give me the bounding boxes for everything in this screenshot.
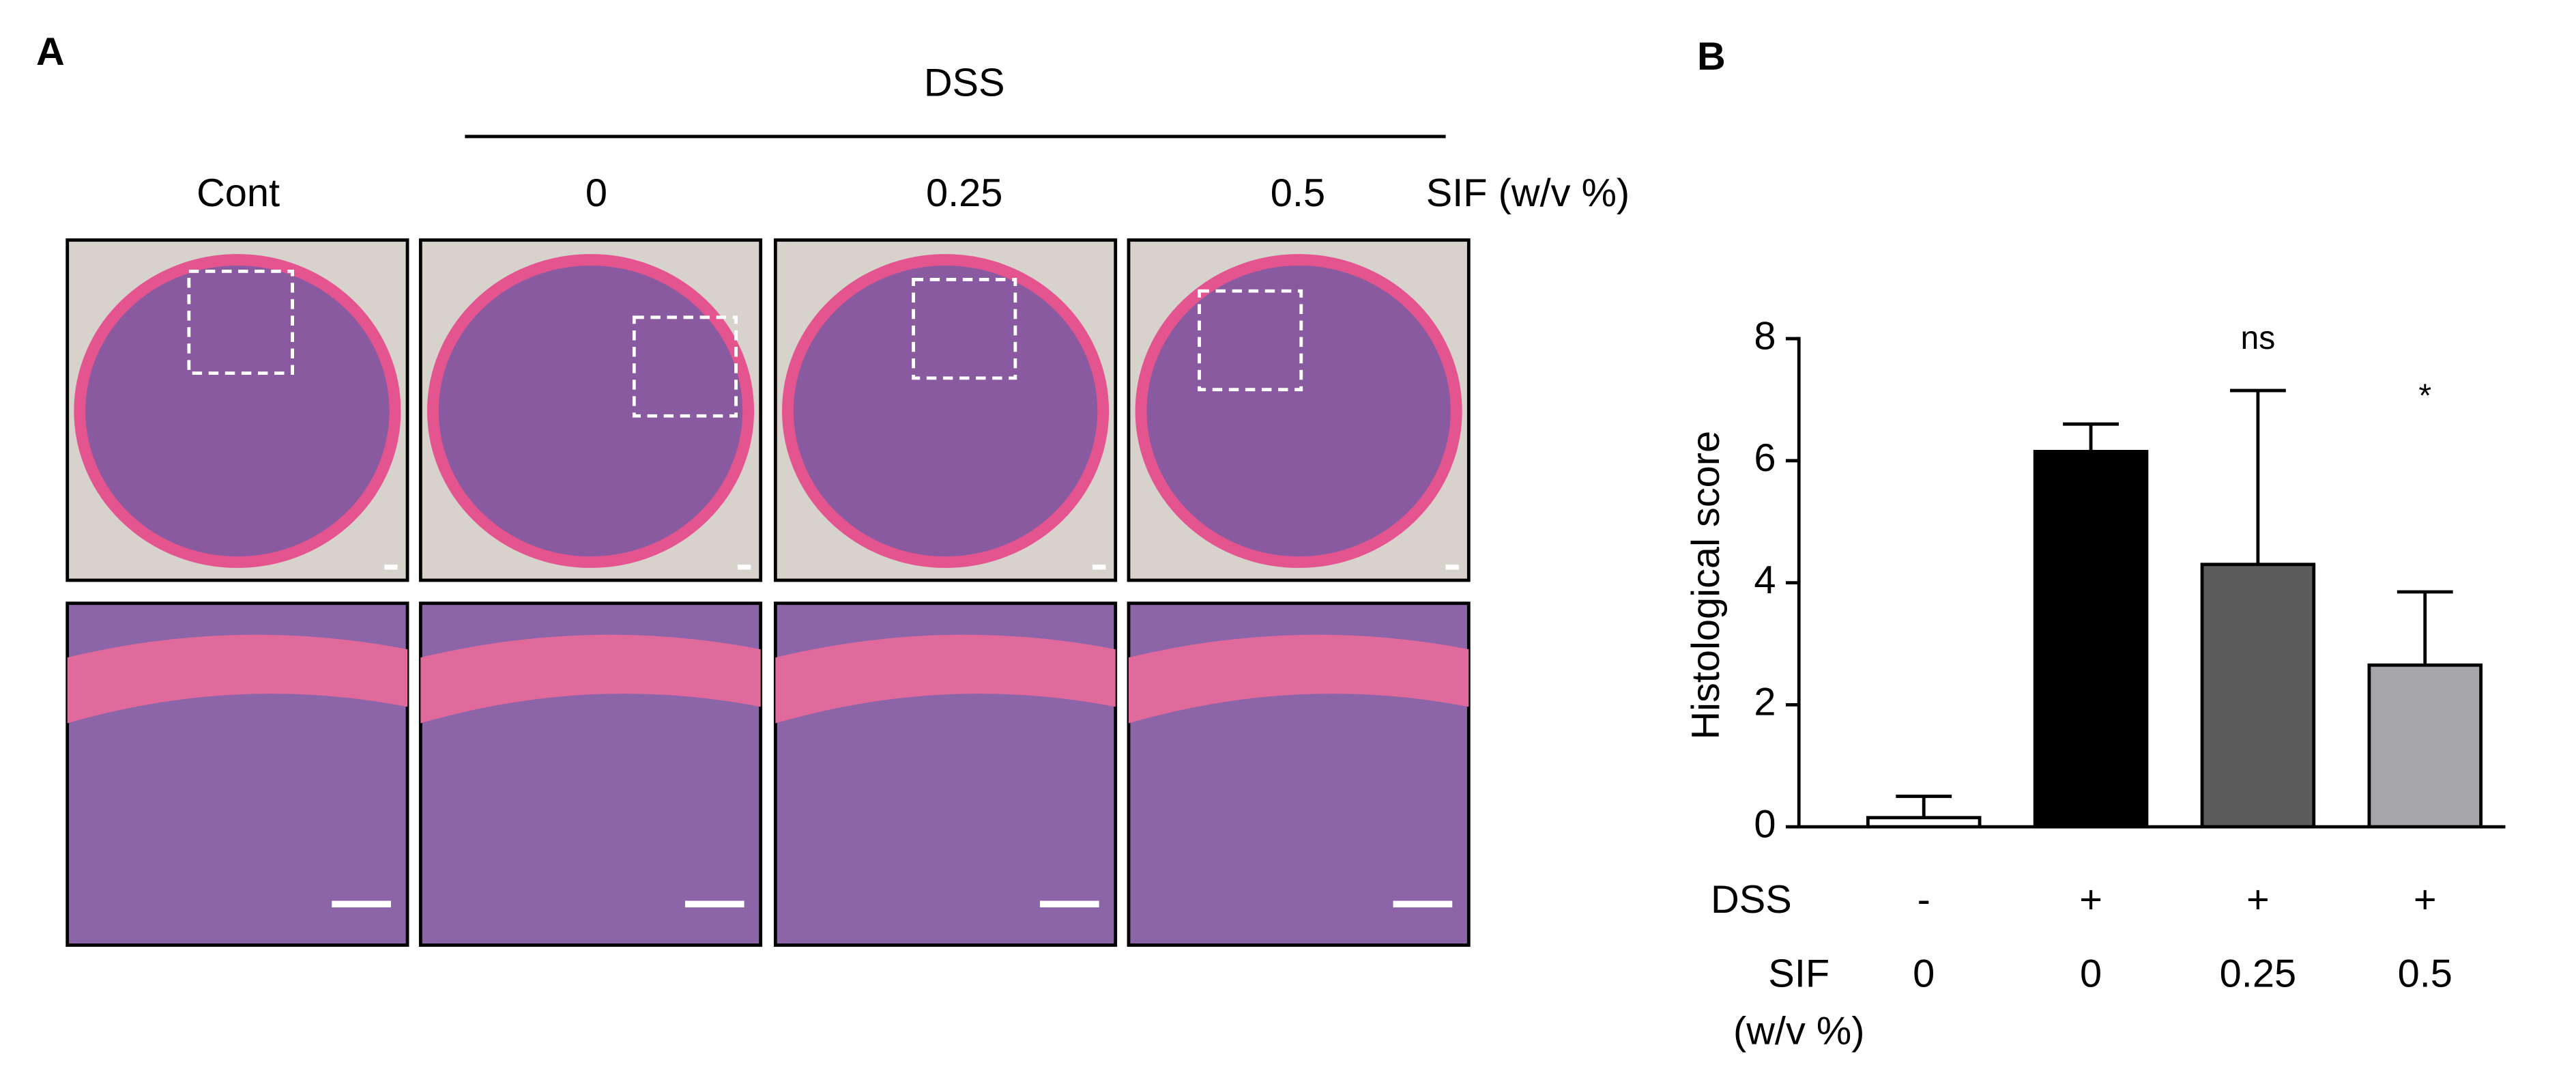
column-label: 0.25 [926, 171, 1002, 215]
tissue [74, 254, 401, 568]
tissue-band [67, 634, 408, 724]
zoom-box [632, 315, 738, 418]
y-tick-label: 6 [1754, 436, 1776, 480]
row-label: (w/v %) [1733, 1010, 1865, 1053]
dss-label: + [2246, 878, 2270, 922]
bar [2367, 663, 2483, 829]
row-label: SIF [1768, 952, 1829, 995]
tissue-band [1128, 634, 1469, 724]
dose-label: SIF (w/v %) [1426, 171, 1630, 215]
column-label: Cont [197, 171, 280, 215]
zoom-box [912, 277, 1017, 380]
x-tick-label: 0.25 [2220, 952, 2296, 995]
tissue [1135, 254, 1462, 568]
dss-label: + [2079, 878, 2102, 922]
bar [2033, 450, 2149, 829]
column-label: 0 [585, 171, 607, 215]
panel-label: B [1697, 35, 1726, 79]
significance-label: * [2418, 377, 2431, 414]
y-tick-label: 0 [1754, 802, 1776, 846]
bar [2200, 563, 2316, 829]
y-axis-label: Histological score [1684, 431, 1728, 740]
group-label: DSS [924, 61, 1005, 105]
x-tick-label: 0 [2080, 952, 2102, 995]
tissue-band [420, 634, 761, 724]
x-tick-label: 0 [1913, 952, 1935, 995]
panel-label: A [36, 30, 65, 74]
row-label: DSS [1711, 878, 1792, 922]
dss-label: + [2414, 878, 2437, 922]
tissue [426, 254, 755, 568]
significance-label: ns [2240, 319, 2275, 356]
bar [1866, 816, 1982, 829]
tissue-band [775, 634, 1116, 724]
zoom-box [1198, 289, 1303, 392]
y-tick-label: 8 [1754, 314, 1776, 358]
y-tick-label: 4 [1754, 558, 1776, 602]
y-tick-label: 2 [1754, 681, 1776, 724]
tissue [781, 254, 1110, 568]
x-tick-label: 0.5 [2398, 952, 2452, 995]
column-label: 0.5 [1271, 171, 1325, 215]
dss-label: - [1917, 878, 1930, 922]
zoom-box [187, 269, 294, 375]
